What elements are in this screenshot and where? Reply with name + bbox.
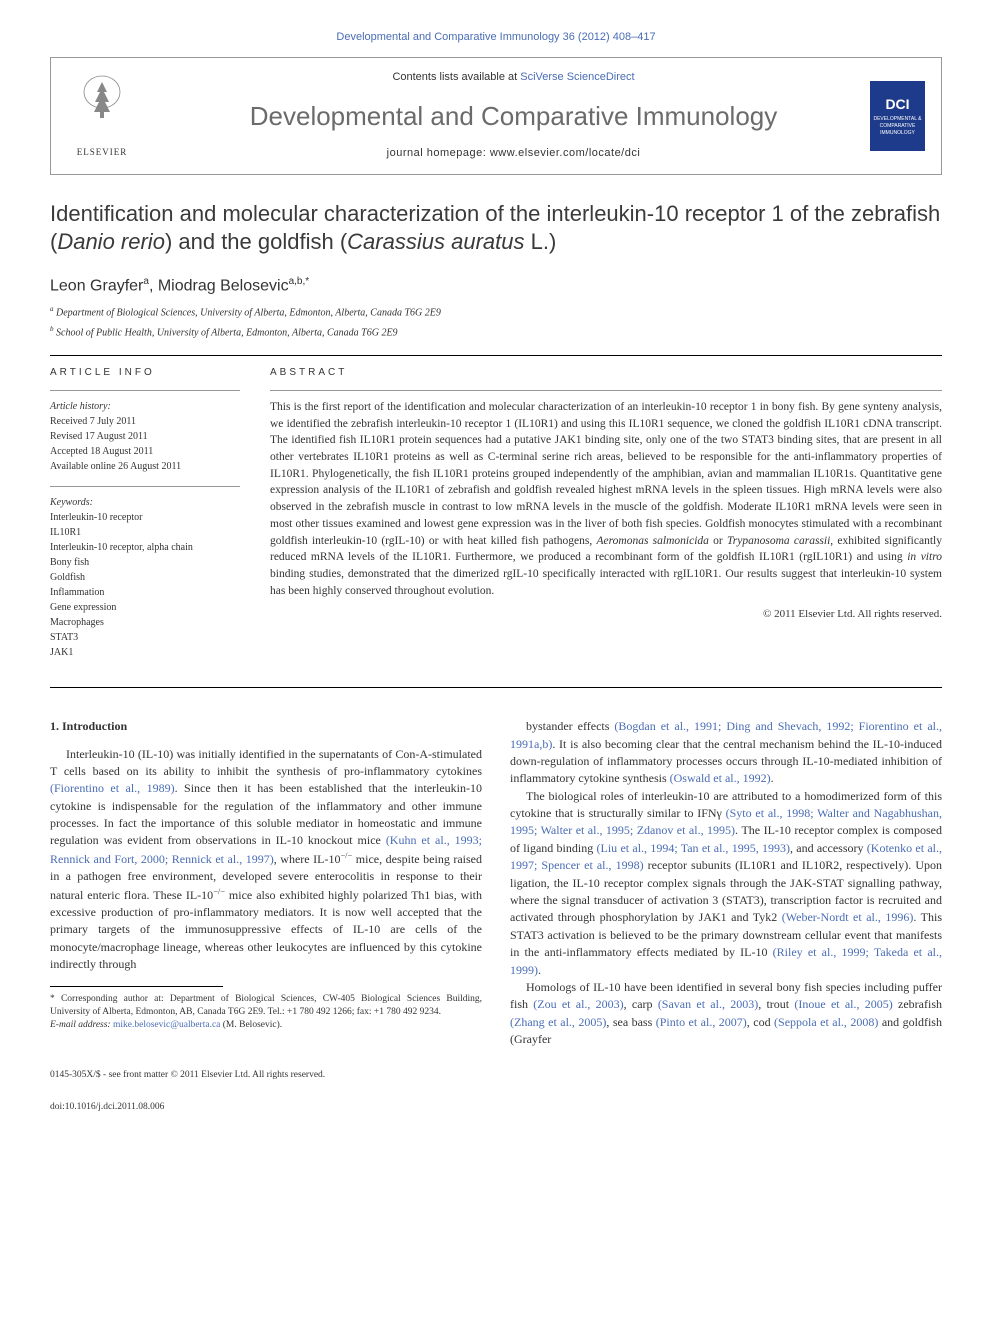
abstract-text: This is the first report of the identifi… [270,399,942,599]
corresponding-footnote: * Corresponding author at: Department of… [50,993,482,1020]
affiliation-a: a Department of Biological Sciences, Uni… [50,305,942,320]
intro-para-4: Homologs of IL-10 have been identified i… [510,979,942,1049]
abstract-divider [270,390,942,391]
journal-citation: Developmental and Comparative Immunology… [50,30,942,45]
journal-header-box: ELSEVIER Contents lists available at Sci… [50,57,942,174]
keyword: JAK1 [50,645,240,660]
body-column-left: 1. Introduction Interleukin-10 (IL-10) w… [50,718,482,1048]
header-center: Contents lists available at SciVerse Sci… [157,70,870,161]
info-divider [50,390,240,391]
journal-name: Developmental and Comparative Immunology [157,98,870,134]
email-footnote: E-mail address: mike.belosevic@ualberta.… [50,1019,482,1032]
title-part2: ) and the goldfish ( [165,229,347,254]
footnote-text: Corresponding author at: Department of B… [50,994,482,1017]
revised-date: Revised 17 August 2011 [50,429,240,444]
body-two-column: 1. Introduction Interleukin-10 (IL-10) w… [50,718,942,1048]
keyword: Goldfish [50,570,240,585]
keywords-label: Keywords: [50,495,240,510]
affiliation-b: b School of Public Health, University of… [50,325,942,340]
keyword: IL10R1 [50,525,240,540]
contents-prefix: Contents lists available at [392,71,520,83]
body-column-right: bystander effects (Bogdan et al., 1991; … [510,718,942,1048]
author-1: Leon Grayfer [50,277,143,294]
dci-cover-icon: DCI DEVELOPMENTAL & COMPARATIVE IMMUNOLO… [870,81,925,151]
journal-homepage-line: journal homepage: www.elsevier.com/locat… [157,146,870,161]
corresponding-marker: * [305,276,309,287]
dci-sublabel: DEVELOPMENTAL & COMPARATIVE IMMUNOLOGY [870,116,925,137]
footer-issn-line: 0145-305X/$ - see front matter © 2011 El… [50,1069,942,1081]
elsevier-tree-icon [77,74,127,144]
keyword: Inflammation [50,585,240,600]
homepage-url[interactable]: www.elsevier.com/locate/dci [490,147,640,159]
keyword: Interleukin-10 receptor [50,510,240,525]
email-suffix: (M. Belosevic). [220,1020,282,1030]
elsevier-label: ELSEVIER [77,146,128,159]
abstract-copyright: © 2011 Elsevier Ltd. All rights reserved… [270,607,942,622]
keyword: STAT3 [50,630,240,645]
intro-para-1: Interleukin-10 (IL-10) was initially ide… [50,746,482,974]
article-info-column: ARTICLE INFO Article history: Received 7… [50,366,240,672]
author-2: Miodrag Belosevic [158,277,289,294]
dci-label: DCI [885,95,909,115]
keyword: Bony fish [50,555,240,570]
keywords-block: Keywords: Interleukin-10 receptor IL10R1… [50,495,240,660]
keyword: Gene expression [50,600,240,615]
scidirect-link[interactable]: SciVerse ScienceDirect [520,71,634,83]
article-history-block: Article history: Received 7 July 2011 Re… [50,399,240,474]
info-divider-2 [50,486,240,487]
title-part3: L.) [524,229,556,254]
section-divider-2 [50,687,942,688]
intro-para-2: bystander effects (Bogdan et al., 1991; … [510,718,942,788]
keyword: Macrophages [50,615,240,630]
elsevier-logo: ELSEVIER [67,76,137,156]
authors-line: Leon Grayfera, Miodrag Belosevica,b,* [50,275,942,298]
intro-heading: 1. Introduction [50,718,482,735]
info-abstract-row: ARTICLE INFO Article history: Received 7… [50,366,942,672]
affil-a-text: Department of Biological Sciences, Unive… [56,308,441,319]
contents-available-line: Contents lists available at SciVerse Sci… [157,70,870,85]
section-divider [50,355,942,356]
abstract-column: ABSTRACT This is the first report of the… [270,366,942,672]
title-species1: Danio rerio [57,229,165,254]
article-info-label: ARTICLE INFO [50,366,240,380]
author-2-affil: a,b, [289,276,306,287]
title-species2: Carassius auratus [347,229,524,254]
homepage-prefix: journal homepage: [387,147,490,159]
footer-doi-line: doi:10.1016/j.dci.2011.08.006 [50,1101,942,1113]
abstract-label: ABSTRACT [270,366,942,380]
accepted-date: Accepted 18 August 2011 [50,444,240,459]
footnote-divider [50,986,223,987]
online-date: Available online 26 August 2011 [50,459,240,474]
intro-para-3: The biological roles of interleukin-10 a… [510,788,942,979]
received-date: Received 7 July 2011 [50,414,240,429]
keyword: Interleukin-10 receptor, alpha chain [50,540,240,555]
email-label: E-mail address: [50,1020,113,1030]
article-title: Identification and molecular characteriz… [50,200,942,257]
author-1-affil: a [143,276,149,287]
affil-b-text: School of Public Health, University of A… [56,327,398,338]
email-link[interactable]: mike.belosevic@ualberta.ca [113,1020,220,1030]
history-label: Article history: [50,399,240,414]
